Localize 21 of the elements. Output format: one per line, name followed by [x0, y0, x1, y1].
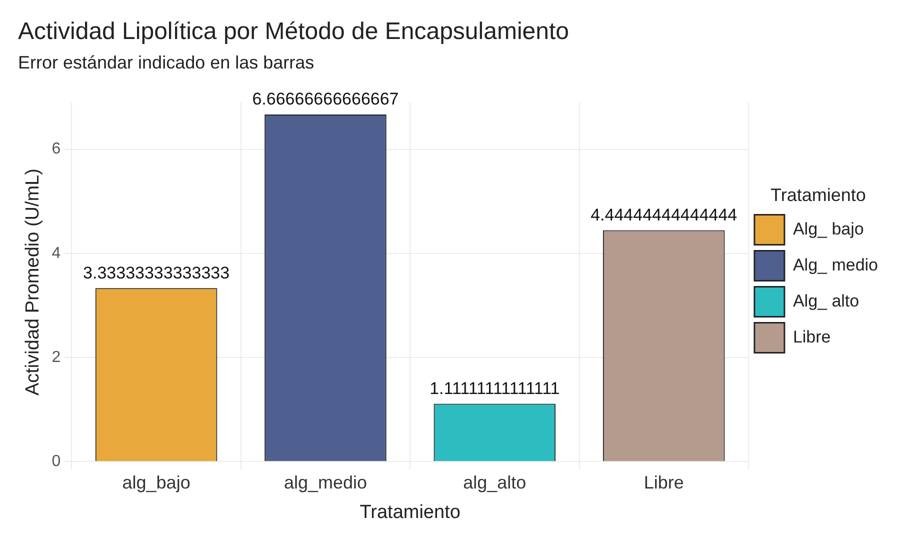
- x-tick-label: alg_bajo: [122, 472, 190, 492]
- x-tick-label: alg_alto: [463, 472, 526, 492]
- chart-title: Actividad Lipolítica por Método de Encapsulamiento: [18, 18, 569, 46]
- data-label: 1.11111111111111: [430, 378, 560, 398]
- data-label: 3.33333333333333: [83, 263, 230, 282]
- y-tick-label: 4: [52, 244, 61, 262]
- legend-label: Alg_ bajo: [792, 219, 864, 238]
- data-label: 6.66666666666667: [252, 90, 399, 109]
- chart-subtitle: Error estándar indicado en las barras: [18, 52, 314, 73]
- y-tick-label: 0: [52, 453, 61, 470]
- legend-label: Alg_ alto: [792, 291, 860, 310]
- x-tick-label: Libre: [644, 472, 684, 492]
- legend-label: Alg_ medio: [792, 255, 878, 274]
- data-label: 4.44444444444444: [590, 205, 738, 224]
- x-axis-title: Tratamiento: [360, 502, 460, 523]
- y-axis-title: Actividad Promedio (U/mL): [22, 168, 44, 396]
- y-tick-label: 6: [52, 140, 61, 158]
- y-tick-label: 2: [52, 348, 61, 366]
- legend-title: Tratamiento: [770, 185, 866, 206]
- x-tick-label: alg_medio: [284, 472, 368, 492]
- legend-label: Libre: [792, 327, 831, 346]
